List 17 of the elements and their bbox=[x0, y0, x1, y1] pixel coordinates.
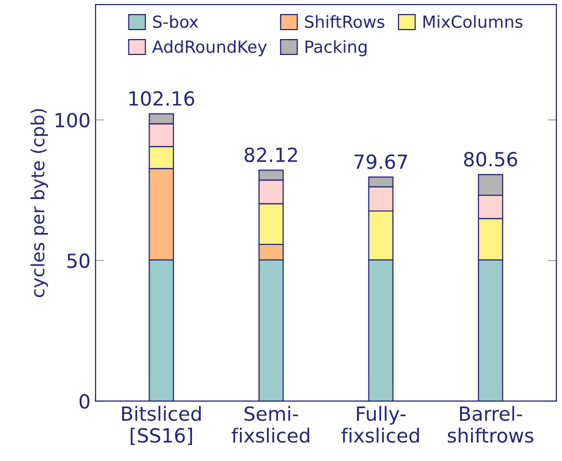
total-label: 82.12 bbox=[244, 147, 297, 162]
y-tick-label: 0 bbox=[80, 394, 90, 409]
legend-label: AddRoundKey bbox=[152, 40, 267, 56]
legend-label: Packing bbox=[306, 40, 367, 56]
legend-label: ShiftRows bbox=[305, 15, 384, 28]
x-tick-label: Barrel- shiftrows bbox=[448, 406, 534, 443]
x-tick-label: Bitsliced [SS16] bbox=[122, 406, 201, 446]
y-axis-title: cycles per byte (cpb) bbox=[30, 109, 48, 298]
legend-label: S-box bbox=[153, 15, 198, 28]
total-label: 80.56 bbox=[464, 152, 518, 167]
y-tick-label: 100 bbox=[56, 112, 90, 128]
total-label: 102.16 bbox=[129, 91, 194, 106]
y-tick-label: 50 bbox=[67, 253, 90, 268]
x-tick-label: Semi- fixsliced bbox=[232, 406, 310, 443]
x-tick-label: Fully- fixsliced bbox=[341, 406, 419, 443]
legend-label: MixColumns bbox=[423, 15, 522, 28]
total-label: 79.67 bbox=[354, 154, 407, 170]
